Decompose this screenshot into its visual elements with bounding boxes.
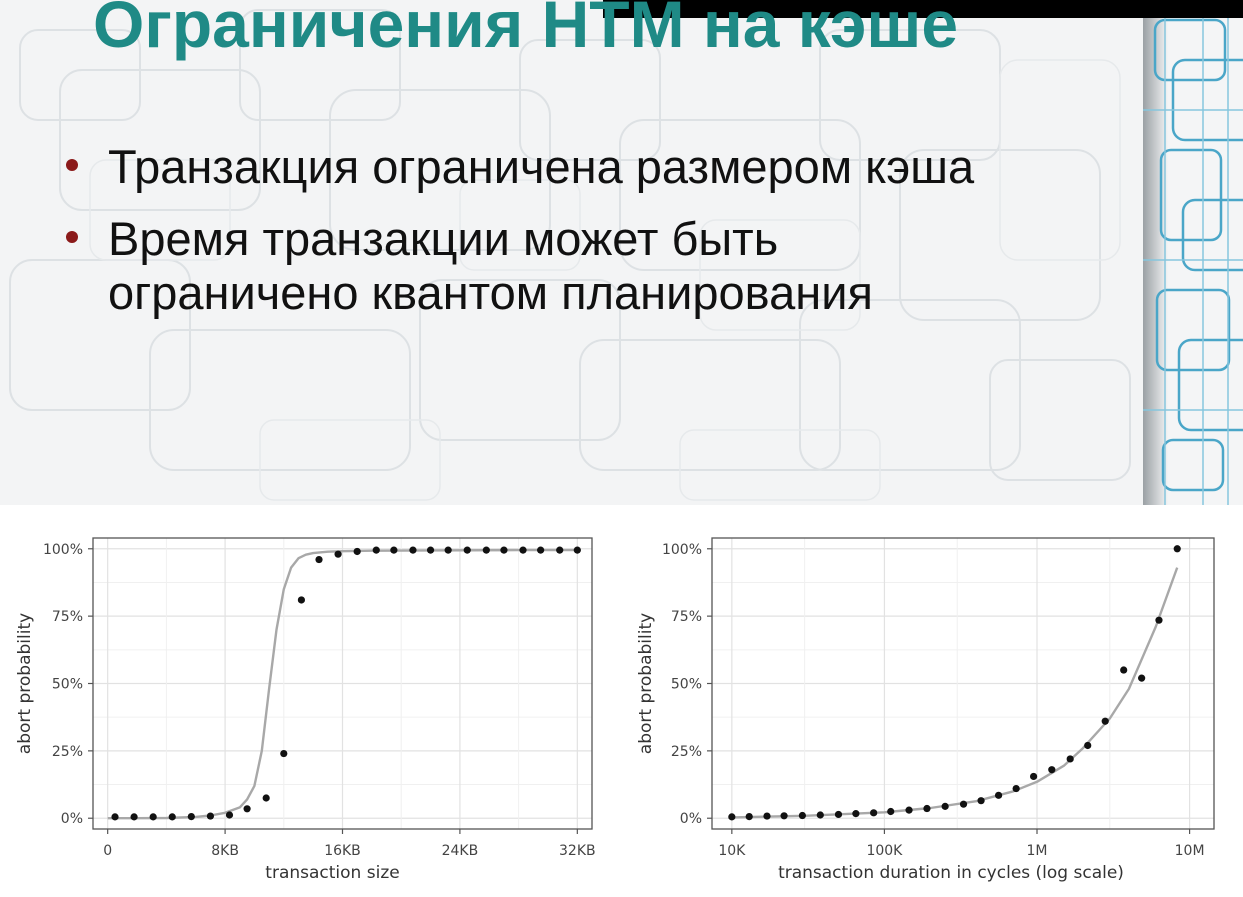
data-point <box>315 555 323 564</box>
data-point <box>1030 772 1038 781</box>
y-tick-label: 50% <box>671 677 702 693</box>
data-point <box>905 806 913 814</box>
bullet-list: Транзакция ограничена размером кэша Врем… <box>62 140 1122 338</box>
x-tick-label: 10K <box>718 843 746 859</box>
charts-svg: 0% 25% 50% 75% 100% 0 8KB 16KB 24KB 32KB transacti… <box>15 537 1215 883</box>
data-point <box>852 810 860 818</box>
data-point <box>1048 766 1056 774</box>
data-point <box>537 546 545 554</box>
data-point <box>297 596 306 604</box>
x-tick-label: 8KB <box>211 843 239 859</box>
y-tick-label: 75% <box>52 609 83 625</box>
x-tick-label: 32KB <box>559 843 596 859</box>
bullet-marker-icon <box>66 231 78 243</box>
y-tick-label: 100% <box>662 542 702 558</box>
x-tick-label: 10M <box>1175 843 1205 859</box>
y-tick-label: 25% <box>52 744 83 760</box>
data-point <box>262 794 270 802</box>
data-point <box>1066 755 1074 763</box>
data-point <box>887 807 895 816</box>
slide-background: Ограничения HTM на кэше Транзакция огран… <box>0 0 1243 505</box>
data-point <box>959 800 968 808</box>
data-point <box>463 546 471 554</box>
data-point <box>187 813 195 821</box>
data-point <box>168 813 176 821</box>
y-tick-label: 0% <box>61 811 83 827</box>
data-point <box>111 813 119 821</box>
fit-curve <box>107 548 578 820</box>
data-point <box>243 805 251 813</box>
x-axis-title: transaction duration in cycles (log scal… <box>778 863 1124 883</box>
data-point <box>390 546 398 554</box>
fit-curve <box>731 567 1179 819</box>
data-point <box>780 812 788 820</box>
data-point <box>728 813 736 821</box>
data-point <box>1084 741 1092 750</box>
x-tick-label: 100K <box>866 843 903 859</box>
bullet-item: Время транзакции может быть ограничено к… <box>62 212 1122 320</box>
data-point <box>482 546 490 554</box>
y-tick-label: 0% <box>680 811 702 827</box>
data-point <box>444 546 452 554</box>
data-point <box>1173 545 1181 553</box>
data-point <box>977 797 985 805</box>
data-point <box>816 811 824 819</box>
data-point <box>280 749 288 758</box>
data-point <box>409 546 417 554</box>
data-point <box>745 813 753 821</box>
x-tick-label: 16KB <box>324 843 361 859</box>
x-tick-label: 1M <box>1027 843 1048 859</box>
data-point <box>353 547 361 556</box>
data-point <box>834 810 843 819</box>
data-point <box>994 791 1003 799</box>
bullet-text-line-1: Время транзакции может быть <box>108 212 779 265</box>
data-point <box>1155 616 1163 624</box>
bullet-text-line-2: ограничено квантом планирования <box>108 266 873 319</box>
background-pattern <box>9 9 1131 501</box>
data-point <box>225 811 234 819</box>
data-point <box>519 546 527 554</box>
data-point <box>426 546 435 554</box>
data-point <box>556 546 564 554</box>
y-tick-label: 100% <box>43 542 83 558</box>
y-tick-label: 75% <box>671 609 702 625</box>
data-point <box>206 812 215 820</box>
y-axis-title: abort probability <box>636 613 656 754</box>
data-point <box>500 546 508 554</box>
data-point <box>573 546 581 554</box>
data-point <box>372 546 380 554</box>
slide-title: Ограничения HTM на кэше <box>93 0 959 61</box>
data-point <box>763 812 771 820</box>
charts-area: 0% 25% 50% 75% 100% 0 8KB 16KB 24KB 32KB transacti… <box>0 505 1243 897</box>
data-point <box>1120 666 1128 674</box>
data-point <box>1138 674 1146 682</box>
top-black-bar <box>603 0 1243 18</box>
x-tick-label: 24KB <box>442 843 479 859</box>
data-point <box>334 550 342 558</box>
data-point <box>870 809 878 817</box>
bullet-item: Транзакция ограничена размером кэша <box>62 140 1122 194</box>
data-point <box>798 811 806 820</box>
data-point <box>130 813 138 821</box>
y-tick-label: 50% <box>52 677 83 693</box>
bullet-marker-icon <box>66 159 78 171</box>
y-axis-title: abort probability <box>15 613 35 754</box>
data-point <box>941 802 949 810</box>
x-tick-label: 0 <box>103 843 112 859</box>
y-tick-label: 25% <box>671 744 702 760</box>
x-axis-title: transaction size <box>265 863 399 883</box>
data-point <box>923 804 931 813</box>
data-point <box>1012 784 1020 793</box>
data-point <box>149 813 157 821</box>
data-point <box>1101 717 1109 725</box>
right-decoration <box>1143 0 1243 505</box>
bullet-text: Транзакция ограничена размером кэша <box>108 140 975 193</box>
